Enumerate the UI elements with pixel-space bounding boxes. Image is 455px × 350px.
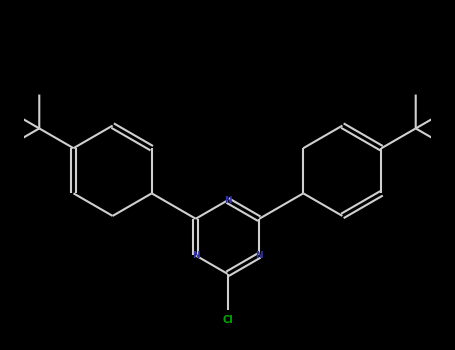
Text: N: N	[224, 196, 231, 205]
Text: Cl: Cl	[222, 315, 233, 325]
Text: N: N	[255, 251, 263, 260]
Text: N: N	[192, 251, 200, 260]
